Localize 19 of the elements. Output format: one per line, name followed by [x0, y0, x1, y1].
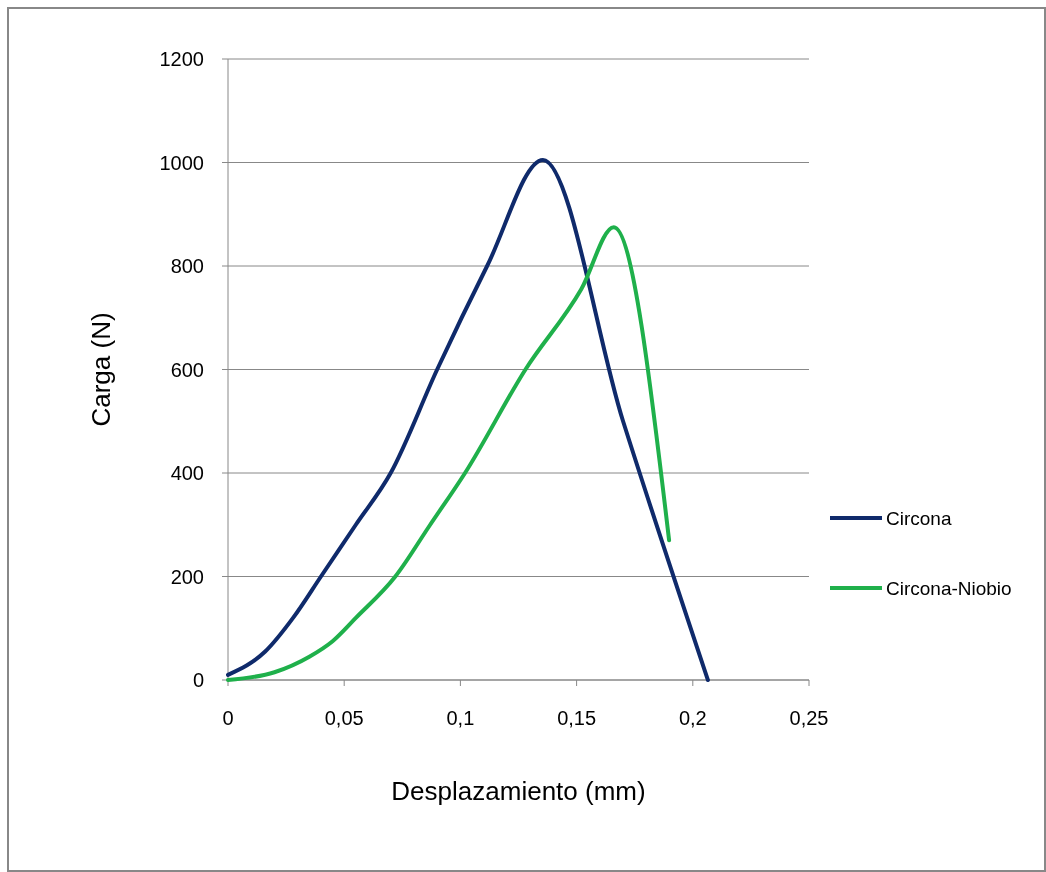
y-axis-title: Carga (N) [86, 312, 116, 427]
x-tick-label: 0,15 [557, 707, 597, 729]
legend-label: Circona-Niobio [886, 578, 1012, 599]
legend-label: Circona [886, 508, 952, 529]
y-tick-label: 800 [170, 255, 204, 277]
x-tick-label: 0 [222, 707, 234, 729]
line-series [226, 225, 672, 682]
y-tick-label: 600 [170, 358, 204, 381]
x-tick-label: 0,05 [324, 707, 364, 729]
x-tick-label: 0,25 [789, 707, 829, 729]
y-tick-label: 200 [170, 565, 204, 588]
x-tick-label: 0,1 [446, 707, 475, 729]
y-tick-label: 1200 [159, 48, 204, 70]
y-tick-label: 400 [170, 462, 204, 484]
x-axis-title: Desplazamiento (mm) [391, 776, 646, 806]
x-tick-label: 0,2 [678, 707, 707, 729]
line-series [226, 157, 710, 682]
y-tick-label: 1000 [159, 151, 204, 174]
y-tick-label: 0 [192, 669, 204, 691]
